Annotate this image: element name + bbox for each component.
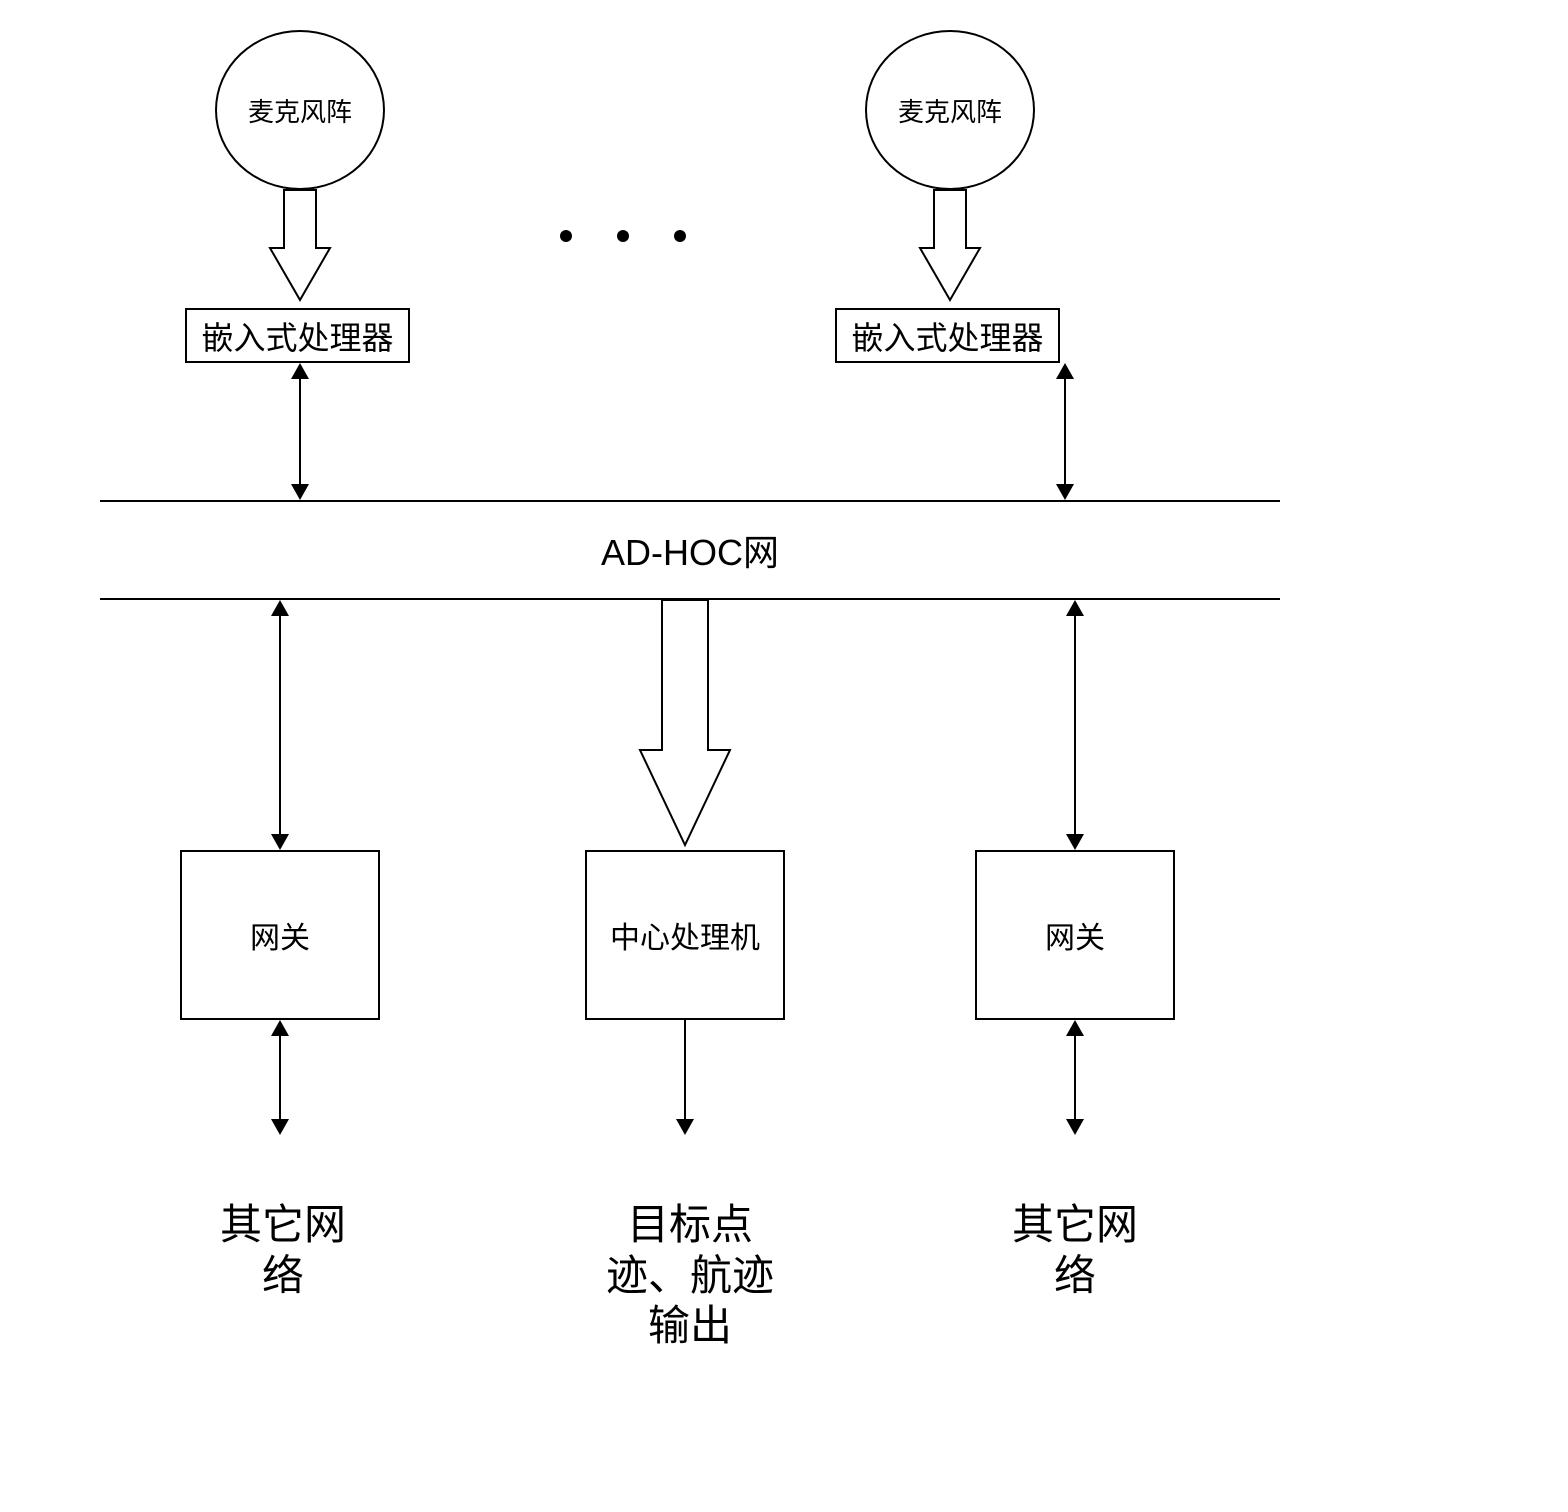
- node-gateway-1: 网关: [180, 850, 380, 1020]
- dot: [560, 230, 572, 242]
- label-other-network-2: 其它网 络: [1000, 1150, 1150, 1301]
- text-content: 目标点 迹、航迹 输出: [606, 1201, 774, 1349]
- node-gateway-2: 网关: [975, 850, 1175, 1020]
- node-label: 嵌入式处理器: [201, 313, 393, 359]
- arrow-proc2-adhoc: [1050, 363, 1080, 500]
- node-label: 网关: [250, 913, 310, 957]
- dot: [674, 230, 686, 242]
- node-label: 麦克风阵: [248, 92, 352, 129]
- label-other-network-1: 其它网 络: [208, 1150, 358, 1301]
- node-central-processor: 中心处理机: [585, 850, 785, 1020]
- node-processor-1: 嵌入式处理器: [185, 308, 410, 363]
- arrow-central-to-output: [670, 1020, 700, 1135]
- node-mic-array-2: 麦克风阵: [865, 30, 1035, 190]
- node-label: 麦克风阵: [898, 92, 1002, 129]
- node-mic-array-1: 麦克风阵: [215, 30, 385, 190]
- node-label: 嵌入式处理器: [851, 313, 1043, 359]
- flowchart-diagram: 麦克风阵 麦克风阵 嵌入式处理器 嵌入式处理器 AD-HOC网: [100, 30, 1468, 1482]
- arrow-gateway1-other1: [265, 1020, 295, 1135]
- node-label: 网关: [1045, 913, 1105, 957]
- arrow-adhoc-gateway2: [1060, 600, 1090, 850]
- arrow-adhoc-gateway1: [265, 600, 295, 850]
- node-processor-2: 嵌入式处理器: [835, 308, 1060, 363]
- text-content: 其它网 络: [220, 1201, 346, 1298]
- dot: [617, 230, 629, 242]
- arrow-gateway2-other2: [1060, 1020, 1090, 1135]
- node-adhoc-network: AD-HOC网: [100, 500, 1280, 600]
- arrow-proc1-adhoc: [285, 363, 315, 500]
- node-label: AD-HOC网: [601, 524, 779, 576]
- arrow-adhoc-to-central: [640, 600, 730, 850]
- label-target-output: 目标点 迹、航迹 输出: [595, 1150, 785, 1352]
- ellipsis-dots: [560, 230, 686, 242]
- arrow-mic2-to-proc2: [920, 190, 980, 308]
- node-label: 中心处理机: [610, 913, 760, 957]
- arrow-mic1-to-proc1: [270, 190, 330, 308]
- text-content: 其它网 络: [1012, 1201, 1138, 1298]
